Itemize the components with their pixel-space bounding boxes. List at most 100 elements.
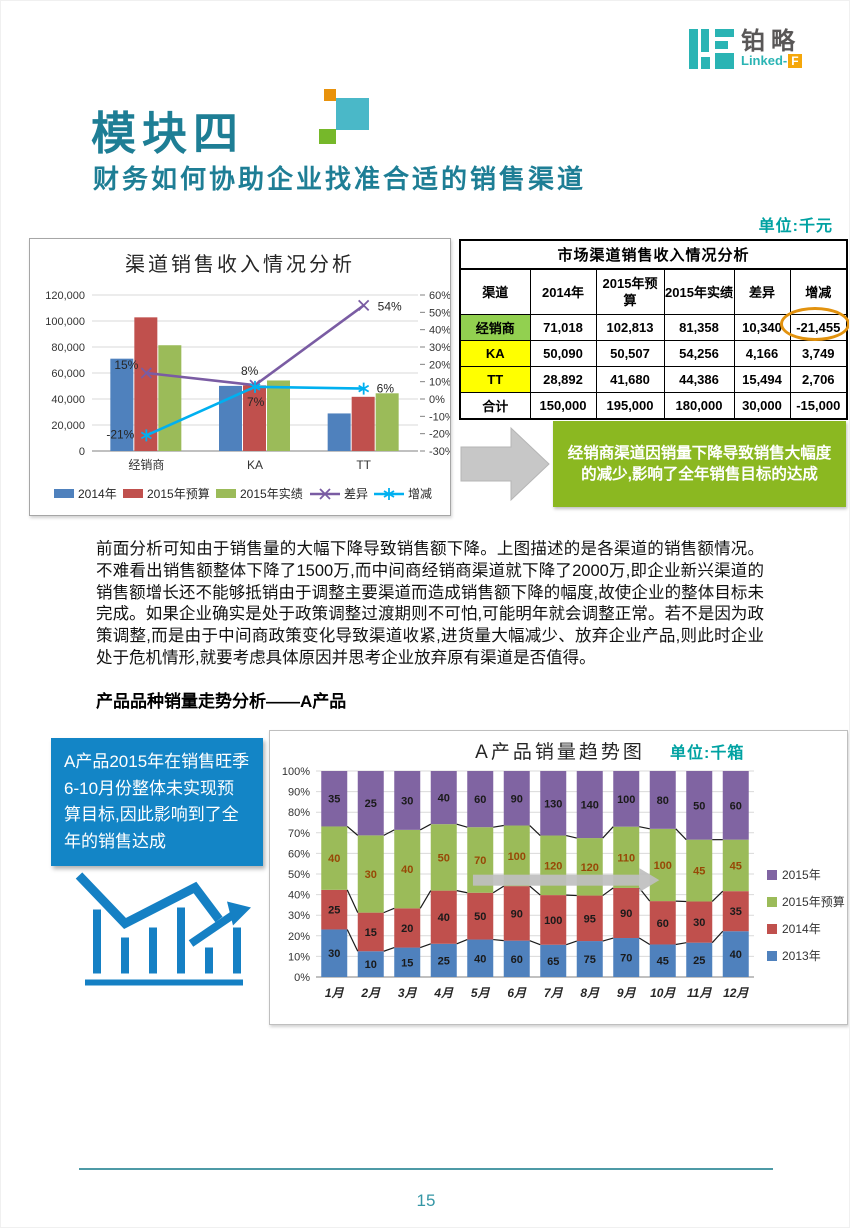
svg-text:25: 25 bbox=[693, 955, 705, 967]
brand-name-en: Linked- bbox=[741, 53, 788, 68]
arrow-right-shape bbox=[460, 426, 550, 502]
svg-text:80: 80 bbox=[657, 795, 669, 807]
svg-text:1月: 1月 bbox=[325, 986, 345, 1000]
product-trend-chart: A产品销量趋势图 单位:千箱 0% 10% 20% 30% 40% 50% 60% 70% 80% 9… bbox=[282, 741, 845, 1000]
highlight-ellipse bbox=[780, 307, 849, 341]
svg-text:2015年预算: 2015年预算 bbox=[782, 894, 845, 909]
svg-text:54%: 54% bbox=[378, 299, 402, 313]
svg-text:40: 40 bbox=[730, 949, 742, 961]
svg-text:45: 45 bbox=[657, 956, 669, 968]
svg-text:0: 0 bbox=[79, 446, 85, 458]
svg-text:30: 30 bbox=[693, 917, 705, 929]
table-cell: 10,340 bbox=[733, 314, 791, 341]
analysis-paragraph: 前面分析可知由于销售量的大幅下降导致销售额下降。上图描述的是各渠道的销售额情况。… bbox=[96, 540, 764, 667]
svg-text:30%: 30% bbox=[429, 342, 450, 354]
svg-text:80,000: 80,000 bbox=[51, 342, 85, 354]
svg-text:60%: 60% bbox=[288, 848, 310, 860]
table-column-header: 差异 bbox=[733, 268, 791, 315]
svg-text:45: 45 bbox=[730, 860, 742, 872]
channel-revenue-chart-panel: 渠道销售收入情况分析 0 20,000 40,000 60,000 80,000 100,0… bbox=[29, 238, 451, 516]
svg-text:100: 100 bbox=[508, 851, 526, 863]
table-row: KA 50,090 50,507 54,256 4,166 3,749 bbox=[459, 340, 848, 367]
table-cell: 50,090 bbox=[529, 340, 597, 367]
green-callout: 经销商渠道因销量下降导致销售大幅度的减少,影响了全年销售目标的达成 bbox=[553, 421, 846, 507]
svg-text:140: 140 bbox=[581, 800, 599, 812]
table-cell: 81,358 bbox=[663, 314, 735, 341]
svg-text:30: 30 bbox=[401, 795, 413, 807]
svg-text:60%: 60% bbox=[429, 290, 450, 302]
svg-text:0%: 0% bbox=[429, 394, 445, 406]
svg-text:2014年: 2014年 bbox=[782, 922, 821, 936]
product-trend-chart-panel: A产品销量趋势图 单位:千箱 0% 10% 20% 30% 40% 50% 60% 70% 80% 9… bbox=[269, 730, 848, 1025]
svg-text:-10%: -10% bbox=[429, 411, 450, 423]
svg-text:单位:千箱: 单位:千箱 bbox=[670, 743, 744, 762]
svg-text:9月: 9月 bbox=[617, 986, 637, 1000]
svg-text:60: 60 bbox=[474, 794, 486, 806]
svg-text:6月: 6月 bbox=[507, 986, 527, 1000]
svg-text:40: 40 bbox=[401, 864, 413, 876]
svg-text:40%: 40% bbox=[288, 890, 310, 902]
svg-text:10月: 10月 bbox=[650, 986, 676, 1000]
svg-text:120: 120 bbox=[544, 860, 562, 872]
svg-text:20%: 20% bbox=[429, 359, 450, 371]
svg-text:20%: 20% bbox=[288, 931, 310, 943]
module-title: 模块四 bbox=[91, 107, 245, 160]
svg-text:12月: 12月 bbox=[723, 986, 749, 1000]
table-cell: 71,018 bbox=[529, 314, 597, 341]
module-subtitle: 财务如何协助企业找准合适的销售渠道 bbox=[93, 165, 587, 195]
brand-logo: 铂略 Linked- F bbox=[689, 29, 802, 69]
table-cell: 3,749 bbox=[789, 340, 848, 367]
svg-text:7月: 7月 bbox=[544, 986, 564, 1000]
svg-text:差异: 差异 bbox=[344, 487, 368, 501]
svg-text:渠道销售收入情况分析: 渠道销售收入情况分析 bbox=[125, 253, 355, 276]
svg-text:25: 25 bbox=[438, 955, 450, 967]
svg-text:30: 30 bbox=[365, 869, 377, 881]
svg-text:75: 75 bbox=[584, 954, 596, 966]
svg-text:50: 50 bbox=[693, 800, 705, 812]
table-cell: 4,166 bbox=[733, 340, 791, 367]
svg-text:2月: 2月 bbox=[360, 986, 381, 1000]
svg-text:90: 90 bbox=[620, 908, 632, 920]
svg-text:6%: 6% bbox=[377, 382, 395, 396]
decor-square-green bbox=[319, 129, 336, 144]
svg-text:50%: 50% bbox=[288, 869, 310, 881]
table-column-header: 2015年预算 bbox=[595, 268, 665, 315]
unit-label-thousand-yuan: 单位:千元 bbox=[758, 218, 833, 235]
page-number: 15 bbox=[416, 1191, 436, 1210]
table-cell: 180,000 bbox=[663, 392, 735, 420]
svg-text:8月: 8月 bbox=[580, 986, 600, 1000]
svg-text:2015年实绩: 2015年实绩 bbox=[240, 486, 303, 501]
svg-text:100,000: 100,000 bbox=[45, 316, 85, 328]
svg-text:2013年: 2013年 bbox=[782, 949, 821, 963]
svg-text:95: 95 bbox=[584, 913, 596, 925]
svg-text:2015年: 2015年 bbox=[782, 868, 821, 882]
svg-text:15: 15 bbox=[365, 927, 377, 939]
svg-text:70: 70 bbox=[620, 953, 632, 965]
svg-text:-30%: -30% bbox=[429, 446, 450, 458]
svg-text:40: 40 bbox=[328, 853, 340, 865]
svg-text:40: 40 bbox=[438, 912, 450, 924]
table-cell: 28,892 bbox=[529, 366, 597, 393]
svg-text:35: 35 bbox=[730, 906, 742, 918]
table-cell: 30,000 bbox=[733, 392, 791, 420]
svg-text:KA: KA bbox=[247, 458, 263, 472]
svg-text:60: 60 bbox=[657, 918, 669, 930]
svg-text:10%: 10% bbox=[429, 377, 450, 389]
table-row-label: KA bbox=[459, 340, 531, 367]
svg-text:50%: 50% bbox=[429, 307, 450, 319]
table-cell: 50,507 bbox=[595, 340, 665, 367]
svg-text:90: 90 bbox=[511, 793, 523, 805]
svg-text:100: 100 bbox=[617, 794, 635, 806]
svg-text:20: 20 bbox=[401, 923, 413, 935]
svg-text:45: 45 bbox=[693, 866, 705, 878]
svg-text:25: 25 bbox=[365, 798, 377, 810]
svg-text:60,000: 60,000 bbox=[51, 368, 85, 380]
svg-text:80%: 80% bbox=[288, 807, 310, 819]
decor-square-orange bbox=[324, 89, 336, 101]
table-column-header: 渠道 bbox=[459, 268, 531, 315]
table-cell: 2,706 bbox=[789, 366, 848, 393]
table-row-label: 合计 bbox=[459, 392, 531, 420]
svg-text:15: 15 bbox=[401, 957, 413, 969]
table-cell: -15,000 bbox=[789, 392, 848, 420]
